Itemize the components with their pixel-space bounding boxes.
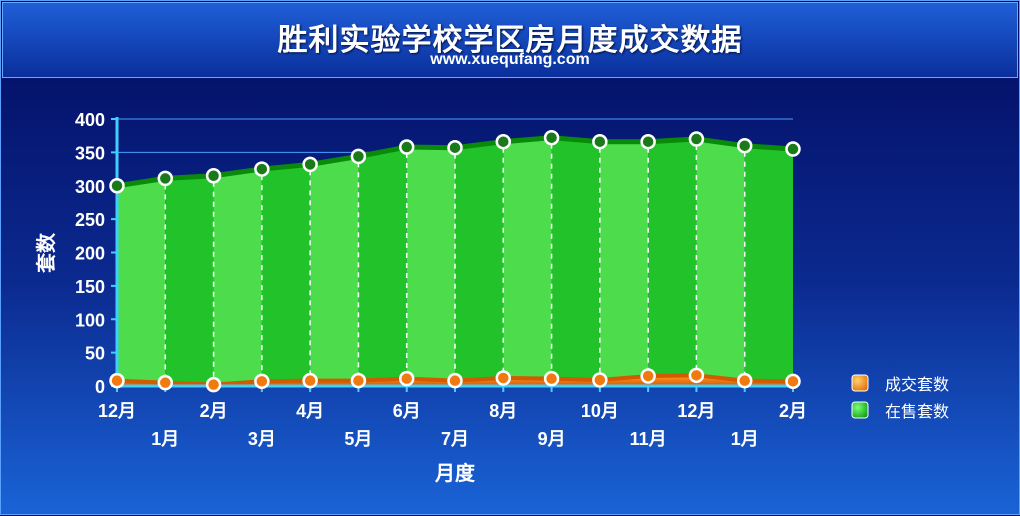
x-tick-label: 9月 <box>538 429 566 449</box>
header-bar: 胜利实验学校学区房月度成交数据 www.xuequfang.com <box>2 2 1018 78</box>
data-point-deal <box>543 370 560 387</box>
y-tick-label: 100 <box>75 310 105 330</box>
data-point-deal <box>447 372 463 389</box>
chart-title: 胜利实验学校学区房月度成交数据 <box>277 23 743 58</box>
y-tick-label: 150 <box>75 277 105 297</box>
area-bands <box>117 137 793 386</box>
y-axis-title: 套数 <box>34 232 58 273</box>
y-tick-label: 50 <box>85 344 105 364</box>
data-point-deal <box>205 376 222 393</box>
x-tick-label: 7月 <box>441 429 469 449</box>
area-band-sale <box>406 147 455 381</box>
data-point-deal <box>350 372 367 389</box>
area-band-sale <box>455 141 504 381</box>
data-point-deal <box>398 370 415 387</box>
y-tick-label: 200 <box>75 244 105 264</box>
legend-swatch-deal <box>851 374 869 392</box>
data-point-deal <box>495 370 512 386</box>
x-tick-label: 8月 <box>489 401 517 421</box>
area-band-sale <box>358 147 407 381</box>
y-tick-label: 250 <box>75 210 105 230</box>
data-point-sale <box>254 161 270 177</box>
data-point-sale <box>205 167 222 184</box>
data-point-sale <box>592 133 608 150</box>
data-point-sale <box>785 141 801 157</box>
data-point-deal <box>302 372 318 389</box>
x-tick-label: 2月 <box>200 401 228 421</box>
area-band-sale <box>261 164 311 382</box>
x-tick-label: 12月 <box>98 401 136 421</box>
data-point-sale <box>736 137 753 154</box>
data-point-sale <box>495 133 512 150</box>
x-tick-label: 5月 <box>344 429 372 449</box>
tick-labels: 0 50 100 150 200 250 300 350 400 12月 1月 2月 3月 4月 5月 6月 7… <box>75 110 807 449</box>
area-band-sale <box>213 169 262 385</box>
legend-swatch-sale <box>851 401 869 419</box>
data-point-sale <box>640 133 656 150</box>
data-point-sale <box>350 148 367 165</box>
data-point-deal <box>109 372 125 389</box>
x-tick-label: 2月 <box>779 401 807 421</box>
x-tick-label: 6月 <box>393 401 421 421</box>
data-point-deal <box>688 367 705 384</box>
area-band-sale <box>648 139 697 376</box>
area-band-sale <box>503 137 552 379</box>
data-points <box>109 129 801 393</box>
y-tick-label: 400 <box>75 110 105 130</box>
data-point-sale <box>157 170 174 187</box>
legend-label-sale: 在售套数 <box>885 402 949 421</box>
area-band-sale <box>551 137 600 380</box>
x-tick-label: 1月 <box>731 429 759 449</box>
area-band-sale <box>117 178 166 383</box>
x-tick-label: 11月 <box>630 429 667 449</box>
area-band-sale <box>599 141 649 380</box>
area-band-sale <box>744 145 793 382</box>
x-tick-label: 1月 <box>151 429 179 449</box>
legend-label-deal: 成交套数 <box>885 375 949 394</box>
area-band-sale <box>696 139 745 381</box>
data-point-deal <box>592 372 608 388</box>
x-tick-label: 4月 <box>296 401 324 421</box>
data-point-deal <box>736 372 753 389</box>
data-point-deal <box>785 373 801 390</box>
area-band-sale <box>165 175 214 385</box>
x-tick-label: 10月 <box>581 401 619 421</box>
data-point-deal <box>254 373 270 390</box>
y-tick-label: 350 <box>75 143 105 163</box>
chart-subtitle: www.xuequfang.com <box>430 51 590 68</box>
data-point-sale <box>109 178 125 194</box>
data-point-sale <box>688 131 705 147</box>
y-tick-label: 300 <box>75 177 105 197</box>
area-band-sale <box>310 156 359 381</box>
x-tick-label: 12月 <box>677 401 715 421</box>
data-point-deal <box>157 374 174 391</box>
y-tick-label: 0 <box>95 377 105 397</box>
x-tick-label: 3月 <box>248 429 276 449</box>
x-axis-title: 月度 <box>434 461 476 485</box>
data-point-sale <box>302 156 318 173</box>
data-point-sale <box>543 129 560 146</box>
data-point-sale <box>398 139 415 155</box>
data-point-sale <box>447 139 463 156</box>
data-point-deal <box>640 368 656 384</box>
legend: 成交套数 在售套数 <box>851 374 949 421</box>
